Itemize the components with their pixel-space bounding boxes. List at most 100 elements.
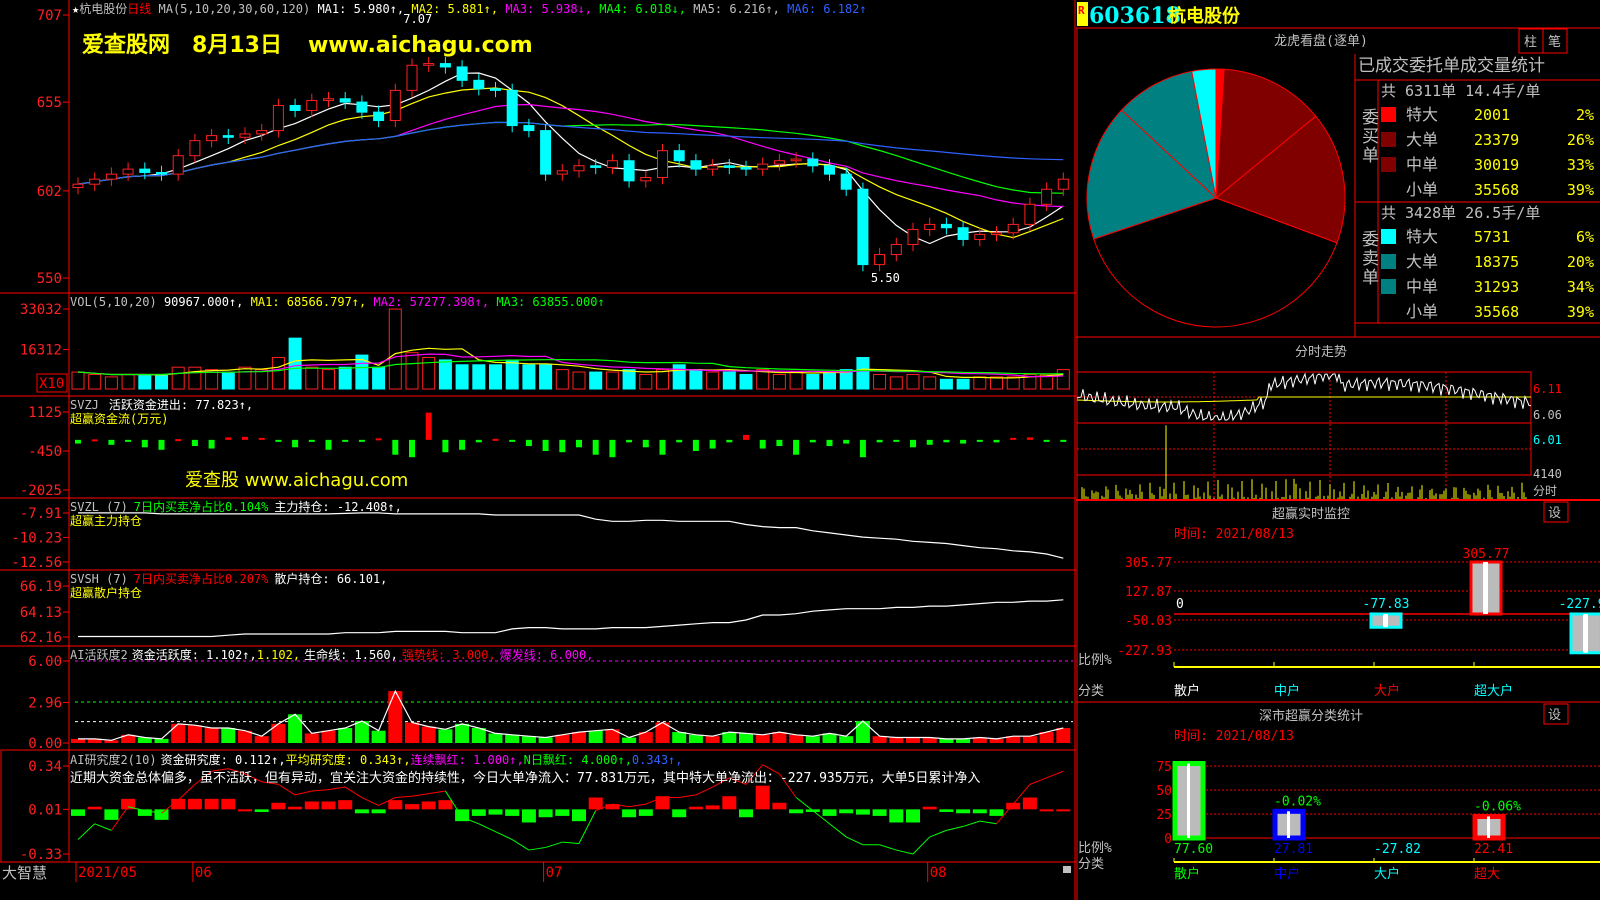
volume-bar xyxy=(772,373,786,390)
row-pct: 39% xyxy=(1567,303,1594,321)
research-line-segment xyxy=(211,768,229,772)
monitor-category: 中户 xyxy=(1274,683,1300,699)
research-bar xyxy=(87,806,102,810)
research-bar xyxy=(655,796,670,810)
ai-research-header: AI研究度2(10) 资金研究度: 0.112↑,平均研究度: 0.343↑,连续… xyxy=(70,752,683,767)
research-bar xyxy=(605,804,620,810)
tick-mode-button[interactable] xyxy=(1542,28,1568,54)
monitor-bar-label: -77.83 xyxy=(1363,597,1410,612)
research-line-segment xyxy=(428,790,446,795)
x10-badge[interactable] xyxy=(36,373,68,393)
activity-bar xyxy=(972,737,987,743)
research-line-segment xyxy=(328,786,346,791)
row-pct: 33% xyxy=(1567,156,1594,174)
research-line-segment xyxy=(695,786,713,796)
research-bar xyxy=(171,798,186,810)
candle xyxy=(824,165,835,175)
classify-y-label: 25 xyxy=(1156,808,1172,823)
flow-bar xyxy=(910,439,916,448)
research-bar xyxy=(455,809,470,822)
flow-bar xyxy=(576,439,582,448)
kline-chart-area[interactable]: 707 655 602 550 33032 16312 1125 -450 -2025 -7.91… xyxy=(0,0,1076,900)
monitor-bar-chart: 305.77 127.87 -50.03 -227.93 0 散户 -77.83 中户 305.… xyxy=(1117,547,1600,699)
activity-bar xyxy=(405,722,419,743)
row-pct: 2% xyxy=(1576,106,1594,124)
volume-bar xyxy=(255,369,269,390)
research-line-segment xyxy=(361,797,379,806)
research-bar xyxy=(438,800,453,810)
research-bar xyxy=(922,806,937,810)
date-label: 2021/05 xyxy=(78,865,137,881)
flow-bar xyxy=(943,439,950,443)
research-bar xyxy=(338,800,353,810)
volume-bar xyxy=(88,373,102,390)
y-axis-labels: 707 655 602 550 33032 16312 1125 -450 -2025 -7.91… xyxy=(11,8,69,863)
candle xyxy=(105,173,117,180)
flow-bar xyxy=(926,439,933,445)
activity-bar xyxy=(1056,727,1071,743)
flow-bar xyxy=(592,439,599,455)
research-line-segment xyxy=(444,790,463,818)
flow-bar xyxy=(659,439,666,455)
price-annotation: 7.07 xyxy=(403,12,432,26)
candle xyxy=(974,233,986,240)
research-line-segment xyxy=(528,846,546,851)
classify-top-label: -0.06% xyxy=(1474,799,1521,814)
activity-bar xyxy=(371,730,386,743)
candle xyxy=(89,178,101,185)
candle xyxy=(556,170,568,175)
flow-bar xyxy=(843,439,850,444)
classify-settings-button[interactable] xyxy=(1543,703,1569,725)
research-line-segment xyxy=(378,797,396,806)
flow-bar xyxy=(626,439,633,443)
summary: 共 6311单 14.4手/单 xyxy=(1381,82,1540,100)
lock-icon[interactable] xyxy=(1063,866,1071,873)
flow-bar xyxy=(1043,439,1050,442)
row-label: 中单 xyxy=(1406,277,1438,296)
activity-bar xyxy=(1006,736,1021,743)
y-tick-label: -0.33 xyxy=(20,847,62,863)
volume-bar xyxy=(839,369,853,390)
activity-bar xyxy=(104,740,119,743)
activity-bar xyxy=(839,736,854,743)
y-tick-label: 64.13 xyxy=(20,605,62,621)
candle xyxy=(406,64,418,91)
intraday-axis-label: 分时 xyxy=(1533,484,1557,498)
flow-bar xyxy=(125,439,132,442)
activity-bar xyxy=(538,737,553,743)
summary: 共 3428单 26.5手/单 xyxy=(1381,204,1540,222)
r-badge-label: R xyxy=(1078,4,1085,17)
research-line-segment xyxy=(645,797,663,805)
candle xyxy=(707,165,719,170)
monitor-settings-button[interactable] xyxy=(1543,501,1569,523)
candle xyxy=(256,130,268,135)
flow-bar xyxy=(1026,437,1033,440)
volume-bar xyxy=(271,357,285,390)
research-line-segment xyxy=(344,786,363,798)
flow-bar xyxy=(1060,439,1067,442)
flow-bar xyxy=(859,439,866,458)
volume-bar xyxy=(438,359,452,390)
vol-ma5-line xyxy=(77,347,1064,379)
classify-bar-highlight xyxy=(1487,816,1490,838)
research-line-segment xyxy=(896,849,914,855)
research-bar xyxy=(705,805,720,810)
flow-bar xyxy=(692,439,699,451)
volume-bar xyxy=(906,373,920,390)
research-bar xyxy=(956,809,971,814)
volume-bar xyxy=(505,359,519,390)
y-tick-label: 62.16 xyxy=(20,630,62,646)
y-tick-label: 0.34 xyxy=(28,759,62,775)
candle xyxy=(323,98,334,101)
legend-swatch xyxy=(1381,132,1396,147)
candle xyxy=(206,135,218,142)
research-bar xyxy=(304,801,319,810)
research-bar xyxy=(672,809,687,818)
research-bar xyxy=(555,809,570,816)
volume-panel-header: VOL(5,10,20) 90967.000↑, MA1: 68566.797↑… xyxy=(70,295,605,309)
table-title: 已成交委托单成交量统计 xyxy=(1358,56,1545,76)
classify-bar-highlight xyxy=(1287,811,1290,838)
price-line xyxy=(1076,372,1532,422)
intraday-chart[interactable]: 6.11 6.06 6.01 4140 分时 xyxy=(1076,371,1562,500)
research-line-segment xyxy=(879,844,897,851)
